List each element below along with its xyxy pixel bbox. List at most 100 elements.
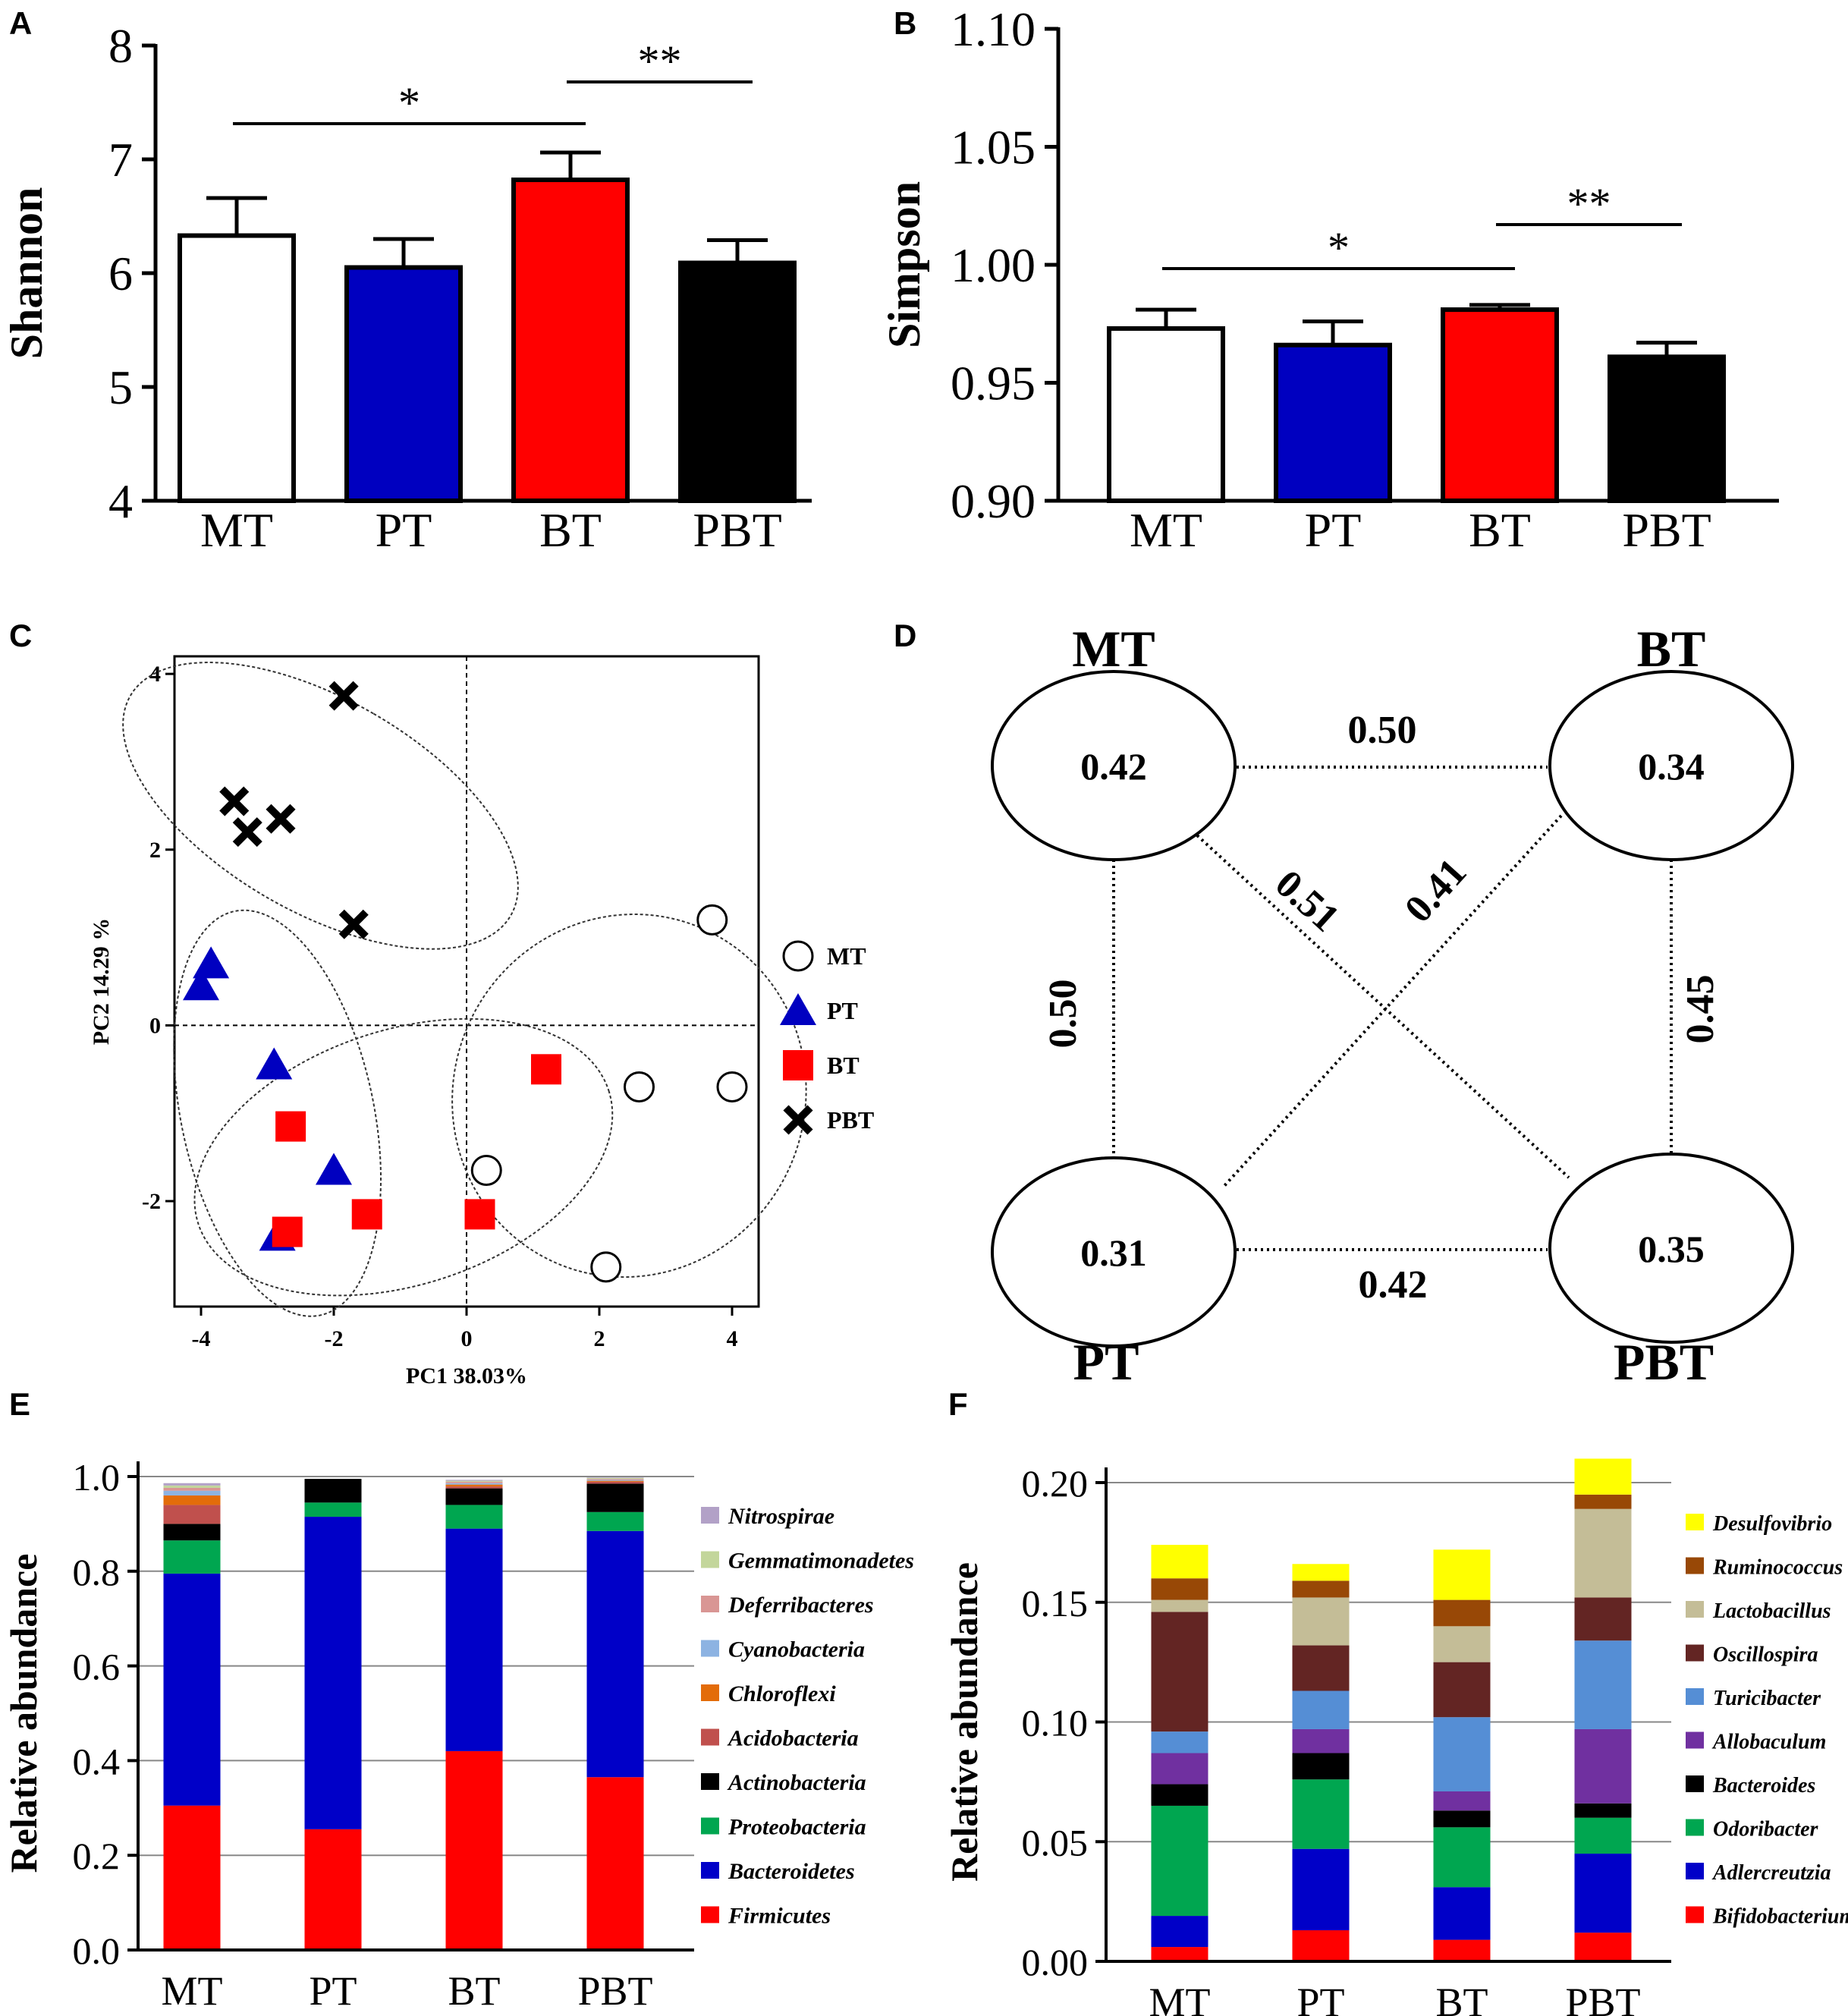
legend-swatch-odoribacter xyxy=(1686,1819,1704,1836)
bar-segment-bt-allobaculum xyxy=(1433,1791,1491,1811)
significance-label: ** xyxy=(1567,179,1611,228)
legend-swatch-proteobacteria xyxy=(701,1817,719,1835)
bar-segment-pbt-gemmatimonadetes xyxy=(586,1477,644,1480)
y-tick-label: 1.10 xyxy=(951,2,1036,56)
legend-label-deferribacteres: Deferribacteres xyxy=(728,1593,874,1618)
legend-swatch-bacteroidetes xyxy=(701,1862,719,1879)
bar-segment-pbt-turicibacter xyxy=(1574,1640,1632,1729)
legend-label-bacteroides: Bacteroides xyxy=(1712,1774,1815,1797)
bar-segment-mt-actinobacteria xyxy=(163,1524,221,1541)
x-tick-label-bt: BT xyxy=(448,1968,500,2014)
x-tick-label-bt: BT xyxy=(539,503,602,557)
y-tick-label: 0.10 xyxy=(1022,1702,1089,1744)
legend-swatch-deferribacteres xyxy=(701,1596,719,1612)
point-bt xyxy=(531,1054,561,1085)
bar-segment-pbt-desulfovibrio xyxy=(1574,1458,1632,1495)
bar-segment-bt-bifidobacterium xyxy=(1433,1939,1491,1961)
bar-segment-bt-bacteroidetes xyxy=(445,1528,503,1751)
bar-segment-pt-firmicutes xyxy=(304,1829,362,1950)
edge-value: 0.41 xyxy=(1397,851,1475,931)
y-tick-label: 1.0 xyxy=(73,1456,121,1499)
legend-label-turicibacter: Turicibacter xyxy=(1713,1687,1821,1710)
bar-bt xyxy=(511,178,630,503)
edge-value: 0.45 xyxy=(1679,975,1722,1044)
edge-line xyxy=(1221,814,1563,1189)
bar-segment-pbt-bacteroidetes xyxy=(586,1530,644,1778)
bar-segment-pt-oscillospira xyxy=(1292,1645,1350,1691)
node-value-pt: 0.31 xyxy=(1080,1231,1147,1274)
panel-letter-b: B xyxy=(894,5,916,41)
bar-segment-pt-bacteroides xyxy=(1292,1753,1350,1780)
legend-label-mt: MT xyxy=(827,942,866,970)
bar-segment-pt-odoribacter xyxy=(1292,1779,1350,1849)
y-axis-label: Relative abundance xyxy=(2,1554,45,1873)
y-tick-label: 7 xyxy=(108,133,133,187)
point-pbt xyxy=(219,786,250,816)
x-tick-label-mt: MT xyxy=(162,1968,223,2014)
point-mt xyxy=(470,1154,502,1186)
bar-segment-mt-proteobacteria xyxy=(163,1540,221,1574)
y-tick-label: 0 xyxy=(149,1013,161,1038)
bar-segment-pbt-firmicutes xyxy=(586,1777,644,1950)
edge-value: 0.51 xyxy=(1267,862,1347,940)
point-pbt xyxy=(328,681,359,711)
bar-segment-bt-chloroflexi xyxy=(445,1484,503,1487)
legend-label-gemmatimonadetes: Gemmatimonadetes xyxy=(728,1549,914,1574)
bar-segment-pbt-adlercreutzia xyxy=(1574,1854,1632,1933)
y-tick-label: 2 xyxy=(149,838,161,863)
bar-segment-mt-desulfovibrio xyxy=(1151,1545,1208,1579)
y-tick-label: 0.4 xyxy=(73,1740,121,1782)
significance-label: * xyxy=(398,78,420,127)
bar-segment-pt-desulfovibrio xyxy=(1292,1564,1350,1581)
bar-mt xyxy=(178,233,296,503)
panel-d-similarity-network: 0.50 0.50 0.51 0.41 0.45 0.42 0.42 MT 0.34 BT 0.31… xyxy=(991,620,1794,1391)
legend-swatch-desulfovibrio xyxy=(1686,1514,1704,1530)
bar-segment-mt-odoribacter xyxy=(1151,1805,1208,1917)
bar-segment-pbt-oscillospira xyxy=(1574,1597,1632,1641)
legend-label-pt: PT xyxy=(827,997,858,1024)
legend-swatch-firmicutes xyxy=(701,1906,719,1923)
bar-segment-pbt-ruminococcus xyxy=(1574,1494,1632,1509)
panel-letter-f: F xyxy=(948,1386,968,1422)
bar-segment-mt-firmicutes xyxy=(163,1805,221,1950)
panel-letter-d: D xyxy=(894,618,916,653)
bar-segment-pt-bacteroidetes xyxy=(304,1517,362,1829)
point-pbt xyxy=(338,909,369,939)
bar-segment-pt-bifidobacterium xyxy=(1292,1930,1350,1961)
bar-segment-pt-ruminococcus xyxy=(1292,1580,1350,1598)
bar-segment-pbt-allobaculum xyxy=(1574,1728,1632,1804)
legend-swatch-lactobacillus xyxy=(1686,1601,1704,1618)
y-tick-label: 6 xyxy=(108,247,133,300)
y-tick-label: 1.05 xyxy=(951,121,1036,175)
bar-segment-pbt-proteobacteria xyxy=(586,1511,644,1531)
point-pbt xyxy=(266,804,296,834)
point-pt xyxy=(256,1047,293,1080)
bar-segment-pt-actinobacteria xyxy=(304,1479,362,1503)
point-mt xyxy=(696,904,728,936)
panel-letter-e: E xyxy=(9,1386,30,1422)
bar-segment-mt-gemmatimonadetes xyxy=(163,1485,221,1488)
y-tick-label: 0.8 xyxy=(73,1551,121,1593)
legend-swatch-allobaculum xyxy=(1686,1731,1704,1749)
x-tick-label: -2 xyxy=(325,1326,344,1351)
legend-marker-pbt xyxy=(783,1105,813,1135)
y-tick-label: 5 xyxy=(108,360,133,414)
point-bt xyxy=(272,1216,303,1247)
y-tick-label: 4 xyxy=(149,662,161,687)
point-pt xyxy=(316,1153,352,1185)
legend-label-adlercreutzia: Adlercreutzia xyxy=(1711,1861,1831,1885)
bar-segment-pbt-nitrospirae xyxy=(586,1477,644,1478)
legend-marker-mt xyxy=(782,940,814,972)
point-bt xyxy=(275,1111,306,1142)
y-tick-label: 0.05 xyxy=(1022,1821,1089,1863)
y-tick-label: 0.95 xyxy=(951,357,1036,410)
y-tick-label: 0.00 xyxy=(1022,1941,1089,1983)
y-axis-label: Relative abundance xyxy=(943,1562,985,1882)
bar-segment-pbt-bifidobacterium xyxy=(1574,1933,1632,1961)
bar-segment-pbt-bacteroides xyxy=(1574,1803,1632,1818)
legend-label-nitrospirae: Nitrospirae xyxy=(728,1504,834,1529)
bar-segment-mt-turicibacter xyxy=(1151,1731,1208,1753)
legend-label-bacteroidetes: Bacteroidetes xyxy=(728,1859,855,1884)
